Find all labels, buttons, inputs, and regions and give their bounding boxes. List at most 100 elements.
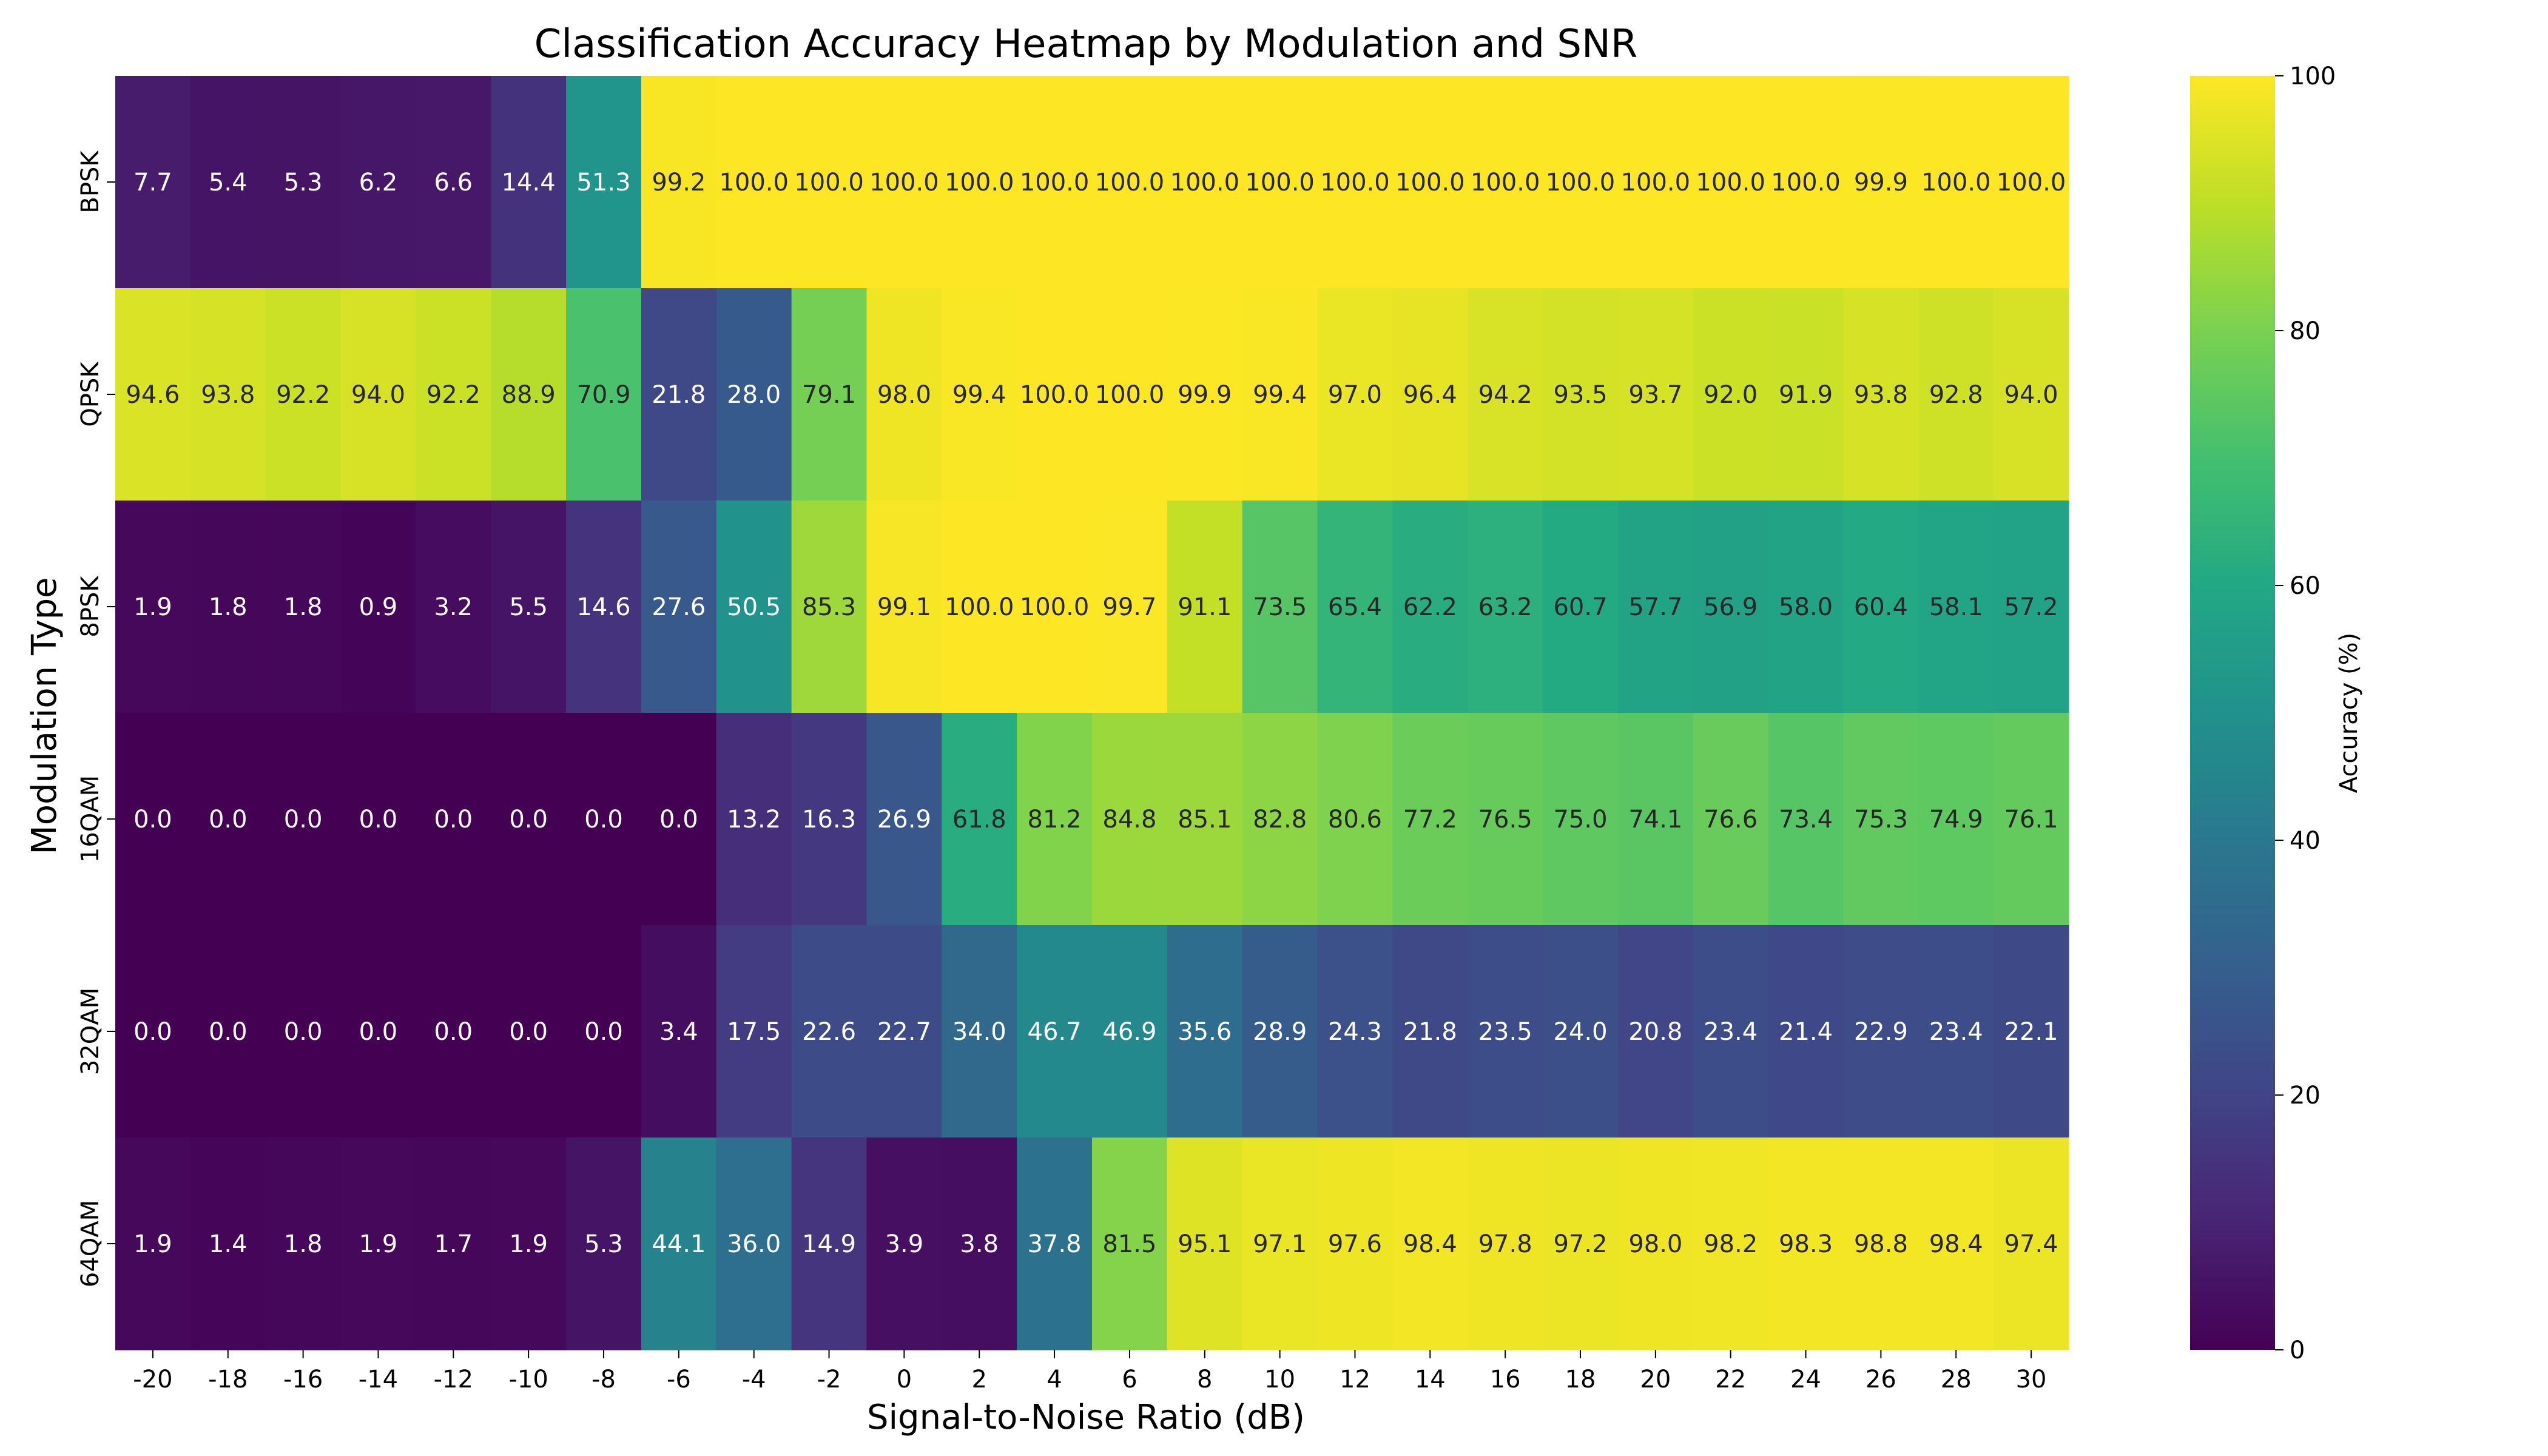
cell-value-label: 7.7 [133, 169, 172, 197]
cell-value-label: 94.0 [351, 381, 405, 409]
cell-value-label: 82.8 [1253, 806, 1307, 834]
cell-value-label: 92.2 [276, 381, 330, 409]
cell-value-label: 99.1 [877, 593, 931, 621]
cell-value-label: 100.0 [1546, 169, 1616, 197]
cell-value-label: 51.3 [576, 169, 630, 197]
heatmap-cell [1693, 713, 1769, 926]
heatmap-cell [491, 288, 567, 501]
cell-value-label: 44.1 [652, 1230, 706, 1258]
cell-value-label: 97.8 [1478, 1230, 1532, 1258]
heatmap-cell [1994, 76, 2069, 289]
y-tick-label: 8PSK [76, 575, 104, 638]
heatmap-cell [265, 288, 342, 501]
cell-value-label: 98.2 [1704, 1230, 1758, 1258]
heatmap-cell [340, 76, 416, 289]
heatmap-cell [416, 713, 491, 926]
heatmap-cell [1317, 500, 1393, 713]
heatmap-cell [1392, 288, 1468, 501]
cell-value-label: 95.1 [1178, 1230, 1232, 1258]
cell-value-label: 0.0 [434, 1018, 473, 1046]
colorbar-tick-label: 100 [2290, 62, 2336, 90]
heatmap-cell [416, 288, 491, 501]
x-tick-label: -6 [667, 1366, 691, 1394]
x-tick-label: 28 [1941, 1366, 1972, 1394]
cell-value-label: 0.0 [133, 806, 172, 834]
cell-value-label: 74.1 [1628, 806, 1682, 834]
cell-value-label: 0.0 [359, 1018, 398, 1046]
colorbar-tick-label: 0 [2290, 1336, 2305, 1364]
heatmap-cell [190, 76, 266, 289]
heatmap-cell [716, 500, 792, 713]
cell-value-label: 0.0 [284, 1018, 323, 1046]
heatmap-cell [265, 1138, 342, 1350]
cell-value-label: 26.9 [877, 806, 931, 834]
heatmap-cell [866, 76, 942, 289]
cell-value-label: 98.3 [1779, 1230, 1833, 1258]
cell-value-label: 46.9 [1102, 1018, 1156, 1046]
heatmap-cell [716, 925, 792, 1138]
cell-value-label: 75.0 [1553, 806, 1607, 834]
cell-value-label: 5.4 [209, 169, 248, 197]
x-tick-label: -16 [283, 1366, 323, 1394]
cell-value-label: 97.6 [1328, 1230, 1382, 1258]
colorbar-tick-label: 20 [2290, 1082, 2320, 1110]
x-tick-label: 14 [1415, 1366, 1446, 1394]
cell-value-label: 63.2 [1478, 593, 1532, 621]
heatmap-cell [1392, 1138, 1468, 1350]
heatmap-cell [115, 76, 191, 289]
heatmap-cell [1768, 76, 1844, 289]
cell-value-label: 50.5 [727, 593, 781, 621]
cell-value-label: 16.3 [802, 806, 856, 834]
heatmap-cell [1543, 288, 1619, 501]
heatmap-cell [1617, 713, 1694, 926]
cell-value-label: 0.9 [359, 593, 398, 621]
cell-value-label: 14.4 [502, 169, 556, 197]
cell-value-label: 3.8 [960, 1230, 999, 1258]
cell-value-label: 0.0 [509, 806, 548, 834]
heatmap-cell [491, 500, 567, 713]
heatmap-cell [190, 500, 266, 713]
heatmap-cell [1092, 76, 1168, 289]
heatmap-cell [942, 288, 1017, 501]
heatmap-cell [1768, 713, 1844, 926]
cell-value-label: 0.0 [509, 1018, 548, 1046]
cell-value-label: 22.9 [1854, 1018, 1908, 1046]
cell-value-label: 76.6 [1704, 806, 1758, 834]
cell-value-label: 23.4 [1929, 1018, 1983, 1046]
heatmap-cell [1693, 288, 1769, 501]
x-tick-label: 26 [1866, 1366, 1896, 1394]
x-tick-label: 24 [1790, 1366, 1821, 1394]
cell-value-label: 100.0 [1395, 169, 1465, 197]
cell-value-label: 100.0 [869, 169, 939, 197]
cell-value-label: 17.5 [727, 1018, 781, 1046]
cell-value-label: 23.5 [1478, 1018, 1532, 1046]
cell-value-label: 99.7 [1102, 593, 1156, 621]
cell-value-label: 13.2 [727, 806, 781, 834]
heatmap-cell [942, 925, 1017, 1138]
heatmap-cell [1843, 76, 1919, 289]
heatmap-cell [942, 500, 1017, 713]
heatmap-cell [190, 713, 266, 926]
heatmap-cell [942, 76, 1017, 289]
cell-value-label: 1.8 [284, 593, 323, 621]
heatmap-cell [1994, 713, 2069, 926]
heatmap-cell [190, 925, 266, 1138]
cell-value-label: 34.0 [952, 1018, 1006, 1046]
heatmap-cell [115, 500, 191, 713]
cell-value-label: 84.8 [1102, 806, 1156, 834]
x-tick-label: 0 [897, 1366, 912, 1394]
cell-value-label: 100.0 [1921, 169, 1991, 197]
heatmap-cell [1017, 288, 1093, 501]
heatmap-cell [791, 500, 868, 713]
heatmap-cell [1242, 713, 1318, 926]
cell-value-label: 3.4 [659, 1018, 698, 1046]
heatmap-cell [1543, 925, 1619, 1138]
heatmap-cell [791, 713, 868, 926]
heatmap-cell [1994, 1138, 2069, 1350]
heatmap-cell [641, 500, 717, 713]
x-tick-label: 22 [1715, 1366, 1746, 1394]
x-tick-label: -12 [434, 1366, 473, 1394]
cell-value-label: 99.4 [952, 381, 1006, 409]
heatmap-cell [491, 713, 567, 926]
heatmap-cell [1468, 288, 1543, 501]
